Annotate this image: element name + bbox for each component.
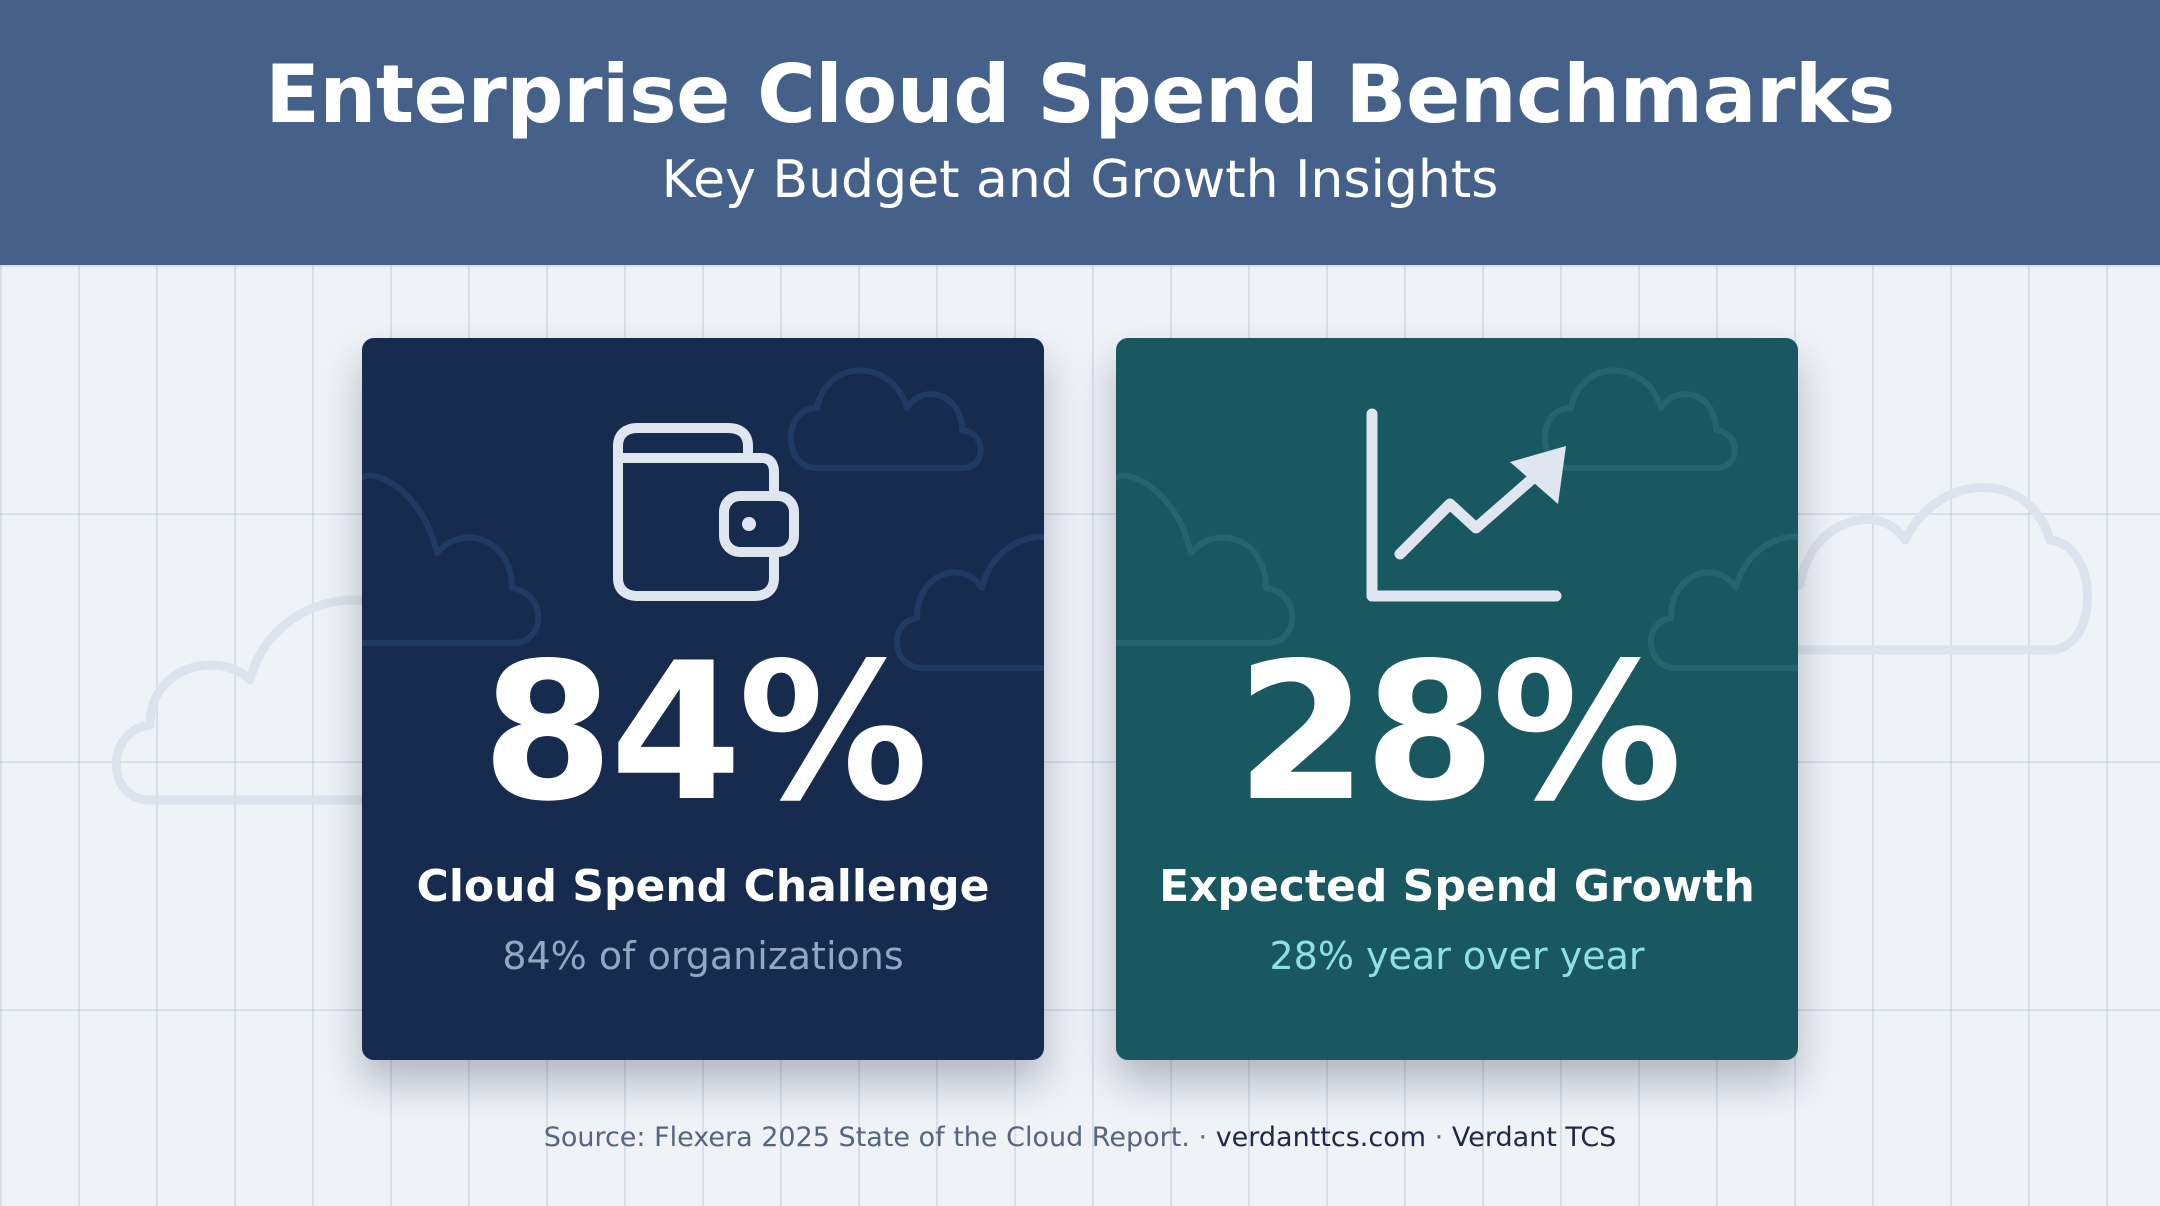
- growth-chart-icon: [1366, 408, 1566, 602]
- page-subtitle: Key Budget and Growth Insights: [661, 150, 1499, 210]
- stat-value: 28%: [1235, 622, 1683, 843]
- background-grid: [0, 265, 2160, 1206]
- stat-value: 84%: [481, 622, 929, 843]
- cloud-outline-right: [1764, 483, 2092, 655]
- card-cloud-pattern: [362, 367, 1044, 671]
- source-citation: Source: Flexera 2025 State of the Cloud …: [543, 1122, 1190, 1153]
- stat-label: Expected Spend Growth: [1159, 861, 1755, 912]
- brand-name: Verdant TCS: [1451, 1122, 1617, 1153]
- wallet-icon: [613, 423, 799, 601]
- header-banner: Enterprise Cloud Spend Benchmarks Key Bu…: [0, 0, 2160, 265]
- stat-label: Cloud Spend Challenge: [416, 861, 990, 912]
- footer-separator: ·: [1198, 1122, 1208, 1153]
- page-title: Enterprise Cloud Spend Benchmarks: [265, 48, 1895, 141]
- website-link[interactable]: verdanttcs.com: [1215, 1122, 1427, 1153]
- stat-description: 28% year over year: [1269, 934, 1645, 978]
- stat-description: 84% of organizations: [502, 934, 904, 978]
- card-cloud-pattern: [1116, 367, 1798, 671]
- stat-card-expected-spend-growth: 28% Expected Spend Growth 28% year over …: [1116, 338, 1798, 1060]
- source-footer: Source: Flexera 2025 State of the Cloud …: [0, 1122, 2160, 1153]
- stat-card-cloud-spend-challenge: 84% Cloud Spend Challenge 84% of organiz…: [362, 338, 1044, 1060]
- footer-separator: ·: [1434, 1122, 1444, 1153]
